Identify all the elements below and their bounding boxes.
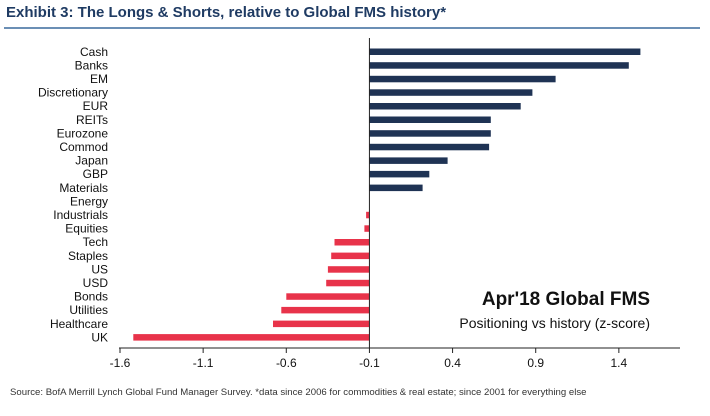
- bar-discretionary: [369, 89, 533, 96]
- bar-gbp: [369, 170, 430, 178]
- x-tick-label: 0.4: [444, 356, 461, 370]
- category-label-usd: USD: [83, 276, 109, 290]
- bar-utilities: [281, 306, 370, 314]
- bar-eur: [369, 103, 521, 110]
- category-label-japan: Japan: [75, 154, 108, 168]
- bar-industrials: [366, 211, 370, 219]
- bar-em: [369, 75, 556, 83]
- category-label-materials: Materials: [59, 181, 108, 195]
- bar-equities: [364, 225, 370, 232]
- category-label-utilities: Utilities: [69, 303, 108, 317]
- bar-uk: [133, 334, 370, 341]
- source-note: Source: BofA Merrill Lynch Global Fund M…: [10, 387, 587, 398]
- category-label-uk: UK: [91, 330, 108, 344]
- bar-us: [327, 266, 370, 273]
- bar-healthcare: [273, 320, 370, 328]
- category-label-us: US: [91, 262, 108, 276]
- x-tick-label: 1.4: [611, 356, 628, 370]
- title-rule: [4, 27, 700, 29]
- x-tick-label: -0.6: [276, 356, 297, 370]
- x-tick-label: -1.6: [110, 356, 131, 370]
- exhibit-title: Exhibit 3: The Longs & Shorts, relative …: [6, 4, 447, 21]
- bar-japan: [369, 157, 448, 164]
- bars-group: [133, 48, 641, 341]
- category-label-reits: REITs: [76, 113, 108, 127]
- category-label-commod: Commod: [59, 140, 108, 154]
- category-label-staples: Staples: [68, 249, 108, 263]
- x-tick-label: -1.1: [193, 356, 214, 370]
- category-label-em: EM: [90, 72, 108, 86]
- callout-subtitle: Positioning vs history (z-score): [459, 315, 650, 331]
- category-label-gbp: GBP: [83, 167, 108, 181]
- category-label-eurozone: Eurozone: [57, 126, 109, 140]
- category-label-energy: Energy: [70, 194, 108, 208]
- x-tick-label: -0.1: [359, 356, 380, 370]
- bar-banks: [369, 62, 629, 69]
- bar-materials: [369, 184, 423, 192]
- x-axis: -1.6 -1.1 -0.6 -0.1 0.4 0.9 1.4: [110, 38, 680, 370]
- category-label-equities: Equities: [65, 222, 108, 236]
- category-label-healthcare: Healthcare: [50, 317, 108, 331]
- x-tick-label: 0.9: [527, 356, 544, 370]
- bar-commod: [369, 143, 490, 151]
- category-label-industrials: Industrials: [53, 208, 108, 222]
- bar-staples: [331, 252, 370, 260]
- bar-bonds: [286, 293, 370, 300]
- callout-title: Apr'18 Global FMS: [481, 289, 650, 310]
- category-label-cash: Cash: [80, 45, 108, 59]
- bar-reits: [369, 116, 491, 123]
- bar-tech: [334, 239, 370, 246]
- category-label-banks: Banks: [75, 58, 108, 72]
- category-label-discretionary: Discretionary: [38, 86, 108, 100]
- category-label-bonds: Bonds: [74, 290, 108, 304]
- bar-eurozone: [369, 130, 491, 137]
- bar-cash: [369, 48, 641, 55]
- category-label-tech: Tech: [83, 235, 108, 249]
- bar-usd: [326, 279, 370, 287]
- category-labels: CashBanksEMDiscretionaryEURREITsEurozone…: [38, 45, 108, 345]
- category-label-eur: EUR: [83, 99, 109, 113]
